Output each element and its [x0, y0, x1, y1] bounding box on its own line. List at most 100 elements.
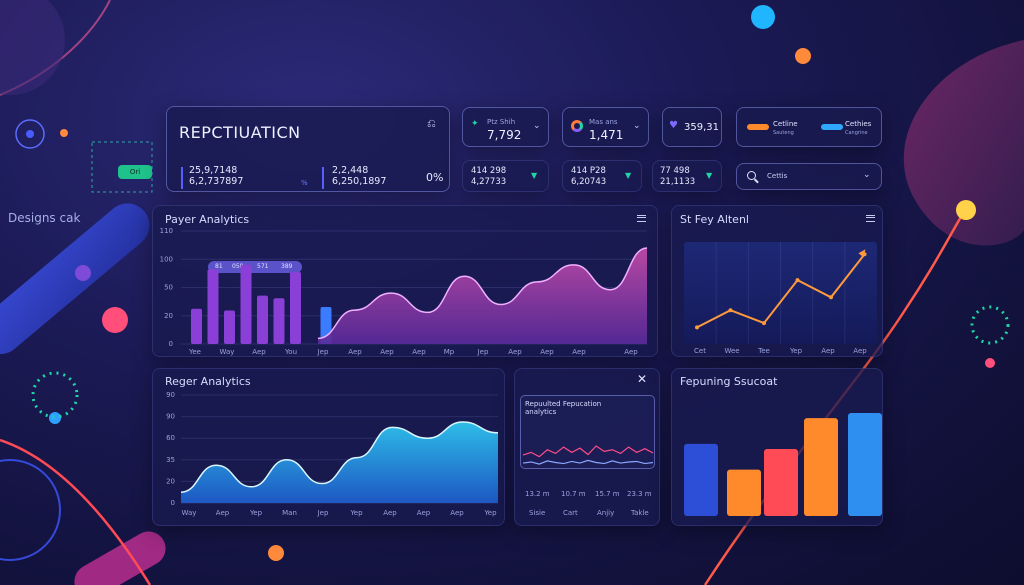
- menu-icon[interactable]: [637, 215, 646, 222]
- target-dot: [26, 130, 34, 138]
- y-tick-label: 90: [166, 391, 175, 399]
- legend-swatch-orange: [747, 124, 769, 130]
- kpi-card-4[interactable]: 414 298 4,27733 ▼: [462, 160, 549, 192]
- chevron-down-icon[interactable]: ⌄: [863, 170, 871, 180]
- dot-orange-bottom: [268, 545, 284, 561]
- area-fill: [181, 422, 498, 503]
- kpi-card-2[interactable]: Mas ans 1,471 ⌄: [562, 107, 649, 147]
- x-tick-label: Yep: [349, 509, 363, 517]
- chevron-down-icon[interactable]: ⌄: [533, 121, 541, 131]
- sparkle-icon: ✦: [471, 119, 479, 129]
- series-line: [696, 253, 866, 329]
- x-tick-label: Aep: [383, 509, 397, 517]
- header-stat-mid: 2,2,448 6,250,1897: [332, 165, 387, 187]
- sfey-title: St Fey Altenl: [680, 213, 749, 226]
- blue-slab: [0, 203, 150, 355]
- kpi-card-1[interactable]: ✦ Ptz Shih 7,792 ⌄: [462, 107, 549, 147]
- dot-blue-small: [49, 412, 61, 424]
- x-tick-label: Aep: [853, 347, 867, 355]
- on-badge[interactable]: Ori: [118, 165, 152, 179]
- legend-card[interactable]: Cetline Sauteng Cethies Cangrine: [736, 107, 882, 147]
- bar: [727, 469, 761, 516]
- divider-left: [181, 167, 183, 189]
- bar: [290, 271, 301, 344]
- pink-slab: [74, 531, 166, 585]
- kpi-1-value: 7,792: [487, 128, 522, 142]
- close-icon[interactable]: ✕: [637, 372, 648, 386]
- kpi-card-3[interactable]: ♥ 359,31: [662, 107, 722, 147]
- kpi-card-6[interactable]: 77 498 21,1133 ▼: [652, 160, 722, 192]
- kpi-6-value: 77 498 21,1133: [660, 166, 696, 187]
- chip-4[interactable]: 389: [281, 263, 293, 270]
- legend-swatch-blue: [821, 124, 843, 130]
- kpi-2-value: 1,471: [589, 128, 624, 142]
- chevron-down-icon[interactable]: ⌄: [633, 121, 641, 131]
- donut-icon: [571, 120, 583, 132]
- x-tick-label: Aep: [380, 348, 394, 356]
- menu-icon[interactable]: [866, 215, 875, 222]
- x-tick-label: Man: [282, 509, 297, 517]
- corner-blob-left: [0, 0, 65, 95]
- data-point: [795, 278, 800, 283]
- x-tick-label: Mp: [444, 348, 455, 356]
- y-tick-label: 0: [169, 340, 173, 348]
- x-tick-label: Aep: [412, 348, 426, 356]
- dot-yellow: [956, 200, 976, 220]
- x-tick-label: Way: [182, 509, 197, 517]
- repu-cat-4: Takle: [631, 509, 649, 517]
- clipboard-icon[interactable]: ⎌: [427, 117, 436, 130]
- reger-analytics-chart: 0 20 35 60 90 90 Way Aep Yep Man Jep Yep Aep Aep Aep Ye…: [166, 391, 499, 517]
- divider-mid: [322, 167, 324, 189]
- repu-title: Repuulted Fepucation analytics: [525, 400, 602, 416]
- search-box[interactable]: Cettis ⌄: [736, 163, 882, 190]
- area-fill: [318, 247, 647, 344]
- search-placeholder[interactable]: Cettis: [767, 172, 788, 180]
- bar: [764, 449, 798, 516]
- data-point: [762, 321, 766, 326]
- y-tick-label: 60: [166, 434, 175, 442]
- y-tick-label: 20: [166, 477, 175, 485]
- data-point: [728, 308, 733, 313]
- right-blob: [903, 40, 1024, 246]
- series-line: [522, 459, 654, 465]
- player-analytics-title: Payer Analytics: [165, 213, 250, 226]
- x-tick-label: Aep: [252, 348, 266, 356]
- x-tick-label: Jep: [317, 509, 329, 517]
- repu-panel: ✕ Repuulted Fepucation analytics 13.2 m …: [514, 368, 660, 526]
- kpi-4-value: 414 298 4,27733: [471, 166, 507, 187]
- y-tick-label: 35: [166, 456, 175, 464]
- heart-icon: ♥: [669, 120, 678, 131]
- player-analytics-panel: Payer Analytics 81 058 571 389 0 20 50 100 1…: [152, 205, 658, 357]
- area-line: [180, 421, 499, 493]
- x-tick-label: Way: [220, 348, 235, 356]
- fepuning-title: Fepuning Ssucoat: [680, 375, 778, 388]
- chip-2[interactable]: 058: [232, 263, 244, 270]
- repu-inner-card: Repuulted Fepucation analytics: [520, 395, 655, 469]
- repu-cat-2: Cart: [563, 509, 578, 517]
- dot-cyan: [751, 5, 775, 29]
- data-point: [695, 325, 699, 330]
- bar: [273, 298, 285, 344]
- dashed-frame: [91, 141, 153, 193]
- repu-time-3: 15.7 m: [595, 490, 620, 498]
- data-point: [829, 295, 833, 300]
- sfey-line-chart: Cet Wee Tee Yep Aep Aep: [684, 242, 877, 355]
- legend-right-sub: Cangrine: [845, 130, 868, 136]
- x-tick-label: You: [284, 348, 297, 356]
- legend-right: Cethies: [845, 120, 872, 128]
- reger-analytics-title: Reger Analytics: [165, 375, 251, 388]
- repu-time-2: 10.7 m: [561, 490, 586, 498]
- kpi-card-5[interactable]: 414 P28 6,20743 ▼: [562, 160, 642, 192]
- x-tick-label: Jep: [317, 348, 329, 356]
- chip-1[interactable]: 81: [215, 263, 223, 270]
- red-curve-left: [0, 438, 152, 585]
- chip-3[interactable]: 571: [257, 263, 269, 270]
- search-icon-handle: [754, 178, 759, 184]
- x-tick-label: Yep: [789, 347, 803, 355]
- bar: [804, 418, 838, 516]
- x-tick-label: Jep: [477, 348, 489, 356]
- kpi-5-value: 414 P28 6,20743: [571, 166, 607, 187]
- repu-cat-3: Anjiy: [597, 509, 615, 517]
- x-tick-label: Yep: [249, 509, 263, 517]
